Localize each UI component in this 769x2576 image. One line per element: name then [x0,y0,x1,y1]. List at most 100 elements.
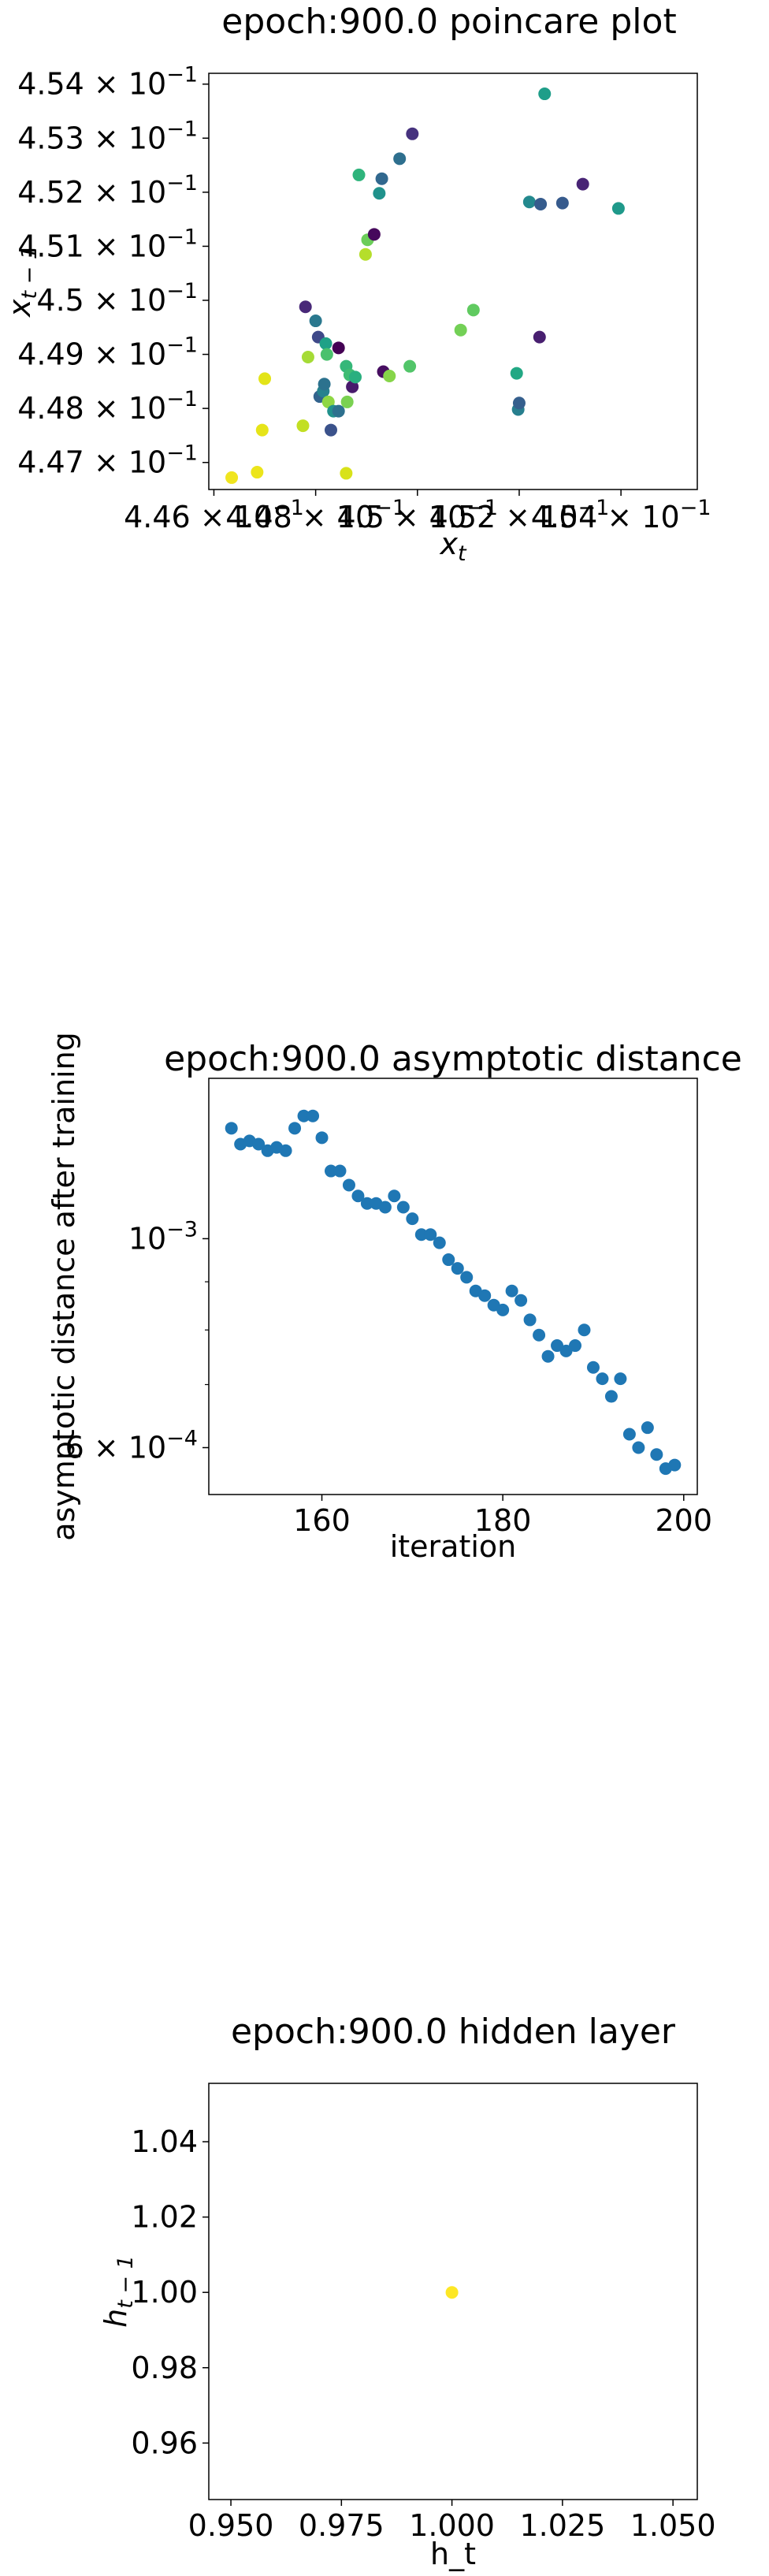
hidden-layer-x-tick-label: 0.950 [188,2508,274,2543]
poincare-y-tick-label: 4.5 × 10−1 [36,279,198,318]
poincare-point [466,303,480,317]
asymptotic-axes-frame [208,1078,698,1495]
asymptotic-point [614,1372,627,1386]
hidden-layer-points [445,2286,459,2299]
asymptotic-point [460,1271,474,1284]
hidden-layer-x-tick-label: 1.000 [409,2508,495,2543]
poincare-point [340,467,353,480]
hidden-layer-x-tick-label: 0.975 [299,2508,384,2543]
hidden-layer-y-tick-label: 1.04 [131,2124,198,2159]
asymptotic-point [288,1122,302,1135]
asymptotic-point [523,1313,537,1327]
asymptotic-x-ticks: 160 180 200 [293,1495,712,1538]
poincare-point [320,348,333,361]
poincare-point [534,197,548,210]
hidden-layer-x-tick-label: 1.025 [519,2508,605,2543]
poincare-point [510,367,523,380]
hidden-layer-y-tick-label: 0.98 [131,2351,198,2385]
asymptotic-point [333,1164,347,1178]
poincare-point [375,172,388,185]
poincare-point [346,380,359,393]
asymptotic-point [622,1428,636,1441]
asymptotic-point [596,1372,609,1386]
poincare-point [512,396,526,410]
asymptotic-x-tick-label: 160 [293,1503,351,1538]
asymptotic-point [541,1349,555,1363]
poincare-point [301,351,314,363]
poincare-point [533,330,546,344]
poincare-x-tick-label: 4.52 × 10−1 [429,496,610,534]
poincare-x-ticks: 4.46 × 10−14.48 × 10−14.5 × 10−14.52 × 1… [124,490,711,534]
poincare-point [611,202,625,215]
poincare-point [225,471,239,484]
asymptotic-point [641,1421,654,1435]
poincare-point [309,315,322,328]
asymptotic-point [279,1144,292,1157]
hidden-layer-y-tick-label: 0.96 [131,2425,198,2460]
poincare-point [358,248,372,261]
asymptotic-point [406,1212,419,1226]
poincare-axes-frame [208,73,698,490]
poincare-point [454,323,467,337]
poincare-point [403,359,417,373]
asymptotic-point [505,1284,518,1297]
asymptotic-point [325,1164,337,1178]
asymptotic-title: epoch:900.0 asymptotic distance [164,1039,742,1079]
hidden-layer-y-tick-label: 1.02 [131,2200,198,2235]
poincare-point [321,395,335,408]
asymptotic-point [297,1109,310,1122]
poincare-point [325,423,337,437]
asymptotic-point [388,1189,401,1203]
asymptotic-points [225,1109,682,1476]
asymptotic-point [360,1197,373,1210]
poincare-point [255,423,269,437]
hidden-layer-y-ticks: 0.96 0.98 1.00 1.02 1.04 [131,2124,209,2460]
asymptotic-y-ticks: 10−3 6 × 10−4 [65,1217,209,1465]
poincare-y-tick-label: 4.52 × 10−1 [17,171,198,210]
poincare-point [299,300,312,314]
poincare-y-tick-label: 4.48 × 10−1 [17,387,198,426]
asymptotic-point [315,1131,329,1145]
asymptotic-point [442,1253,455,1267]
hidden-layer-x-label: h_t [430,2537,476,2571]
asymptotic-point [451,1262,464,1275]
poincare-point [352,168,366,181]
poincare-point [522,195,536,209]
poincare-point [319,337,332,350]
hidden-layer-axes-frame [208,2083,698,2500]
poincare-point [258,372,272,385]
asymptotic-x-tick-label: 180 [474,1503,532,1538]
asymptotic-point [342,1178,355,1192]
asymptotic-y-tick-label: 6 × 10−4 [65,1427,198,1465]
poincare-point [332,404,345,418]
asymptotic-point [586,1361,600,1374]
asymptotic-point [414,1228,428,1241]
poincare-y-tick-label: 4.54 × 10−1 [17,63,198,102]
asymptotic-point [351,1189,365,1203]
asymptotic-point [252,1137,266,1151]
asymptotic-point [668,1458,682,1472]
poincare-y-tick-label: 4.47 × 10−1 [17,441,198,480]
hidden-layer-chart: epoch:900.0 hidden layer 0.950 0.975 1.000… [98,2012,716,2571]
hidden-layer-title: epoch:900.0 hidden layer [231,2012,676,2052]
hidden-layer-point [445,2286,459,2299]
asymptotic-point [569,1339,581,1353]
poincare-x-tick-label: 4.48 × 10−1 [225,496,406,534]
asymptotic-point [515,1294,528,1307]
poincare-point [393,152,407,166]
poincare-point [383,370,396,382]
poincare-point [296,419,310,433]
asymptotic-point [306,1109,320,1122]
poincare-point [349,370,362,384]
asymptotic-y-label: asymptotic distance after training [46,1032,81,1541]
asymptotic-point [478,1289,492,1302]
asymptotic-x-label: iteration [390,1529,517,1564]
asymptotic-point [496,1303,510,1316]
poincare-y-ticks: 4.47 × 10−1 4.48 × 10−1 4.49 × 10−1 4.5 × 1… [17,63,209,480]
hidden-layer-x-tick-label: 1.050 [630,2508,716,2543]
poincare-x-tick-label: 4.5 × 10−1 [336,496,498,534]
poincare-point [318,378,331,391]
poincare-point [367,228,381,241]
hidden-layer-x-ticks: 0.950 0.975 1.000 1.025 1.050 [188,2500,716,2543]
